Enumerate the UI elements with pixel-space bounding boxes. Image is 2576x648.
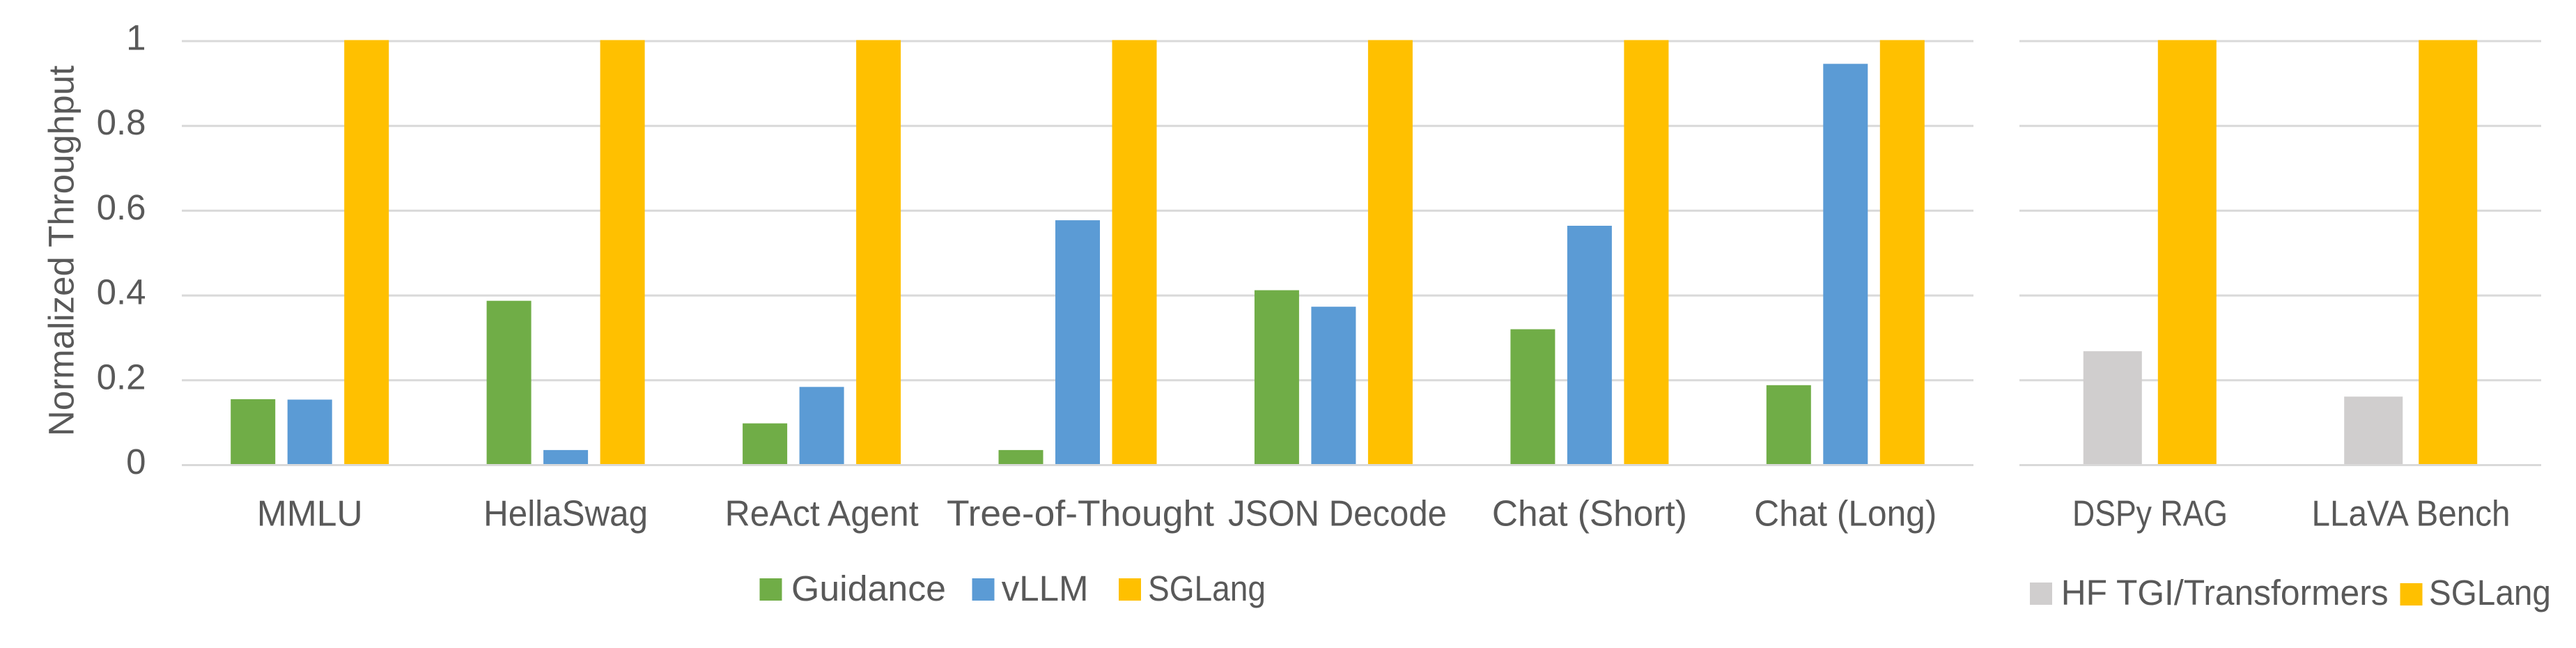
svg-text:SGLang: SGLang [1148, 569, 1266, 608]
svg-text:JSON Decode: JSON Decode [1228, 494, 1447, 534]
svg-text:Guidance: Guidance [791, 569, 946, 608]
svg-text:SGLang: SGLang [2429, 573, 2551, 612]
svg-text:Tree-of-Thought: Tree-of-Thought [947, 494, 1215, 534]
svg-text:Chat (Short): Chat (Short) [1492, 494, 1687, 534]
svg-text:LLaVA Bench: LLaVA Bench [2312, 494, 2511, 534]
svg-text:ReAct Agent: ReAct Agent [725, 494, 920, 534]
svg-text:0: 0 [126, 442, 146, 481]
svg-text:0.4: 0.4 [97, 272, 146, 312]
svg-text:HellaSwag: HellaSwag [483, 494, 648, 534]
svg-text:DSPy RAG: DSPy RAG [2072, 494, 2228, 534]
svg-text:1: 1 [126, 18, 146, 58]
svg-text:Chat (Long): Chat (Long) [1754, 494, 1937, 534]
svg-text:0.8: 0.8 [97, 102, 146, 142]
svg-text:vLLM: vLLM [1002, 569, 1089, 608]
svg-text:0.2: 0.2 [97, 357, 146, 396]
svg-text:MMLU: MMLU [257, 494, 363, 534]
svg-text:Normalized Throughput: Normalized Throughput [42, 65, 82, 436]
svg-text:HF TGI/Transformers: HF TGI/Transformers [2061, 573, 2389, 612]
svg-text:0.6: 0.6 [97, 187, 146, 227]
